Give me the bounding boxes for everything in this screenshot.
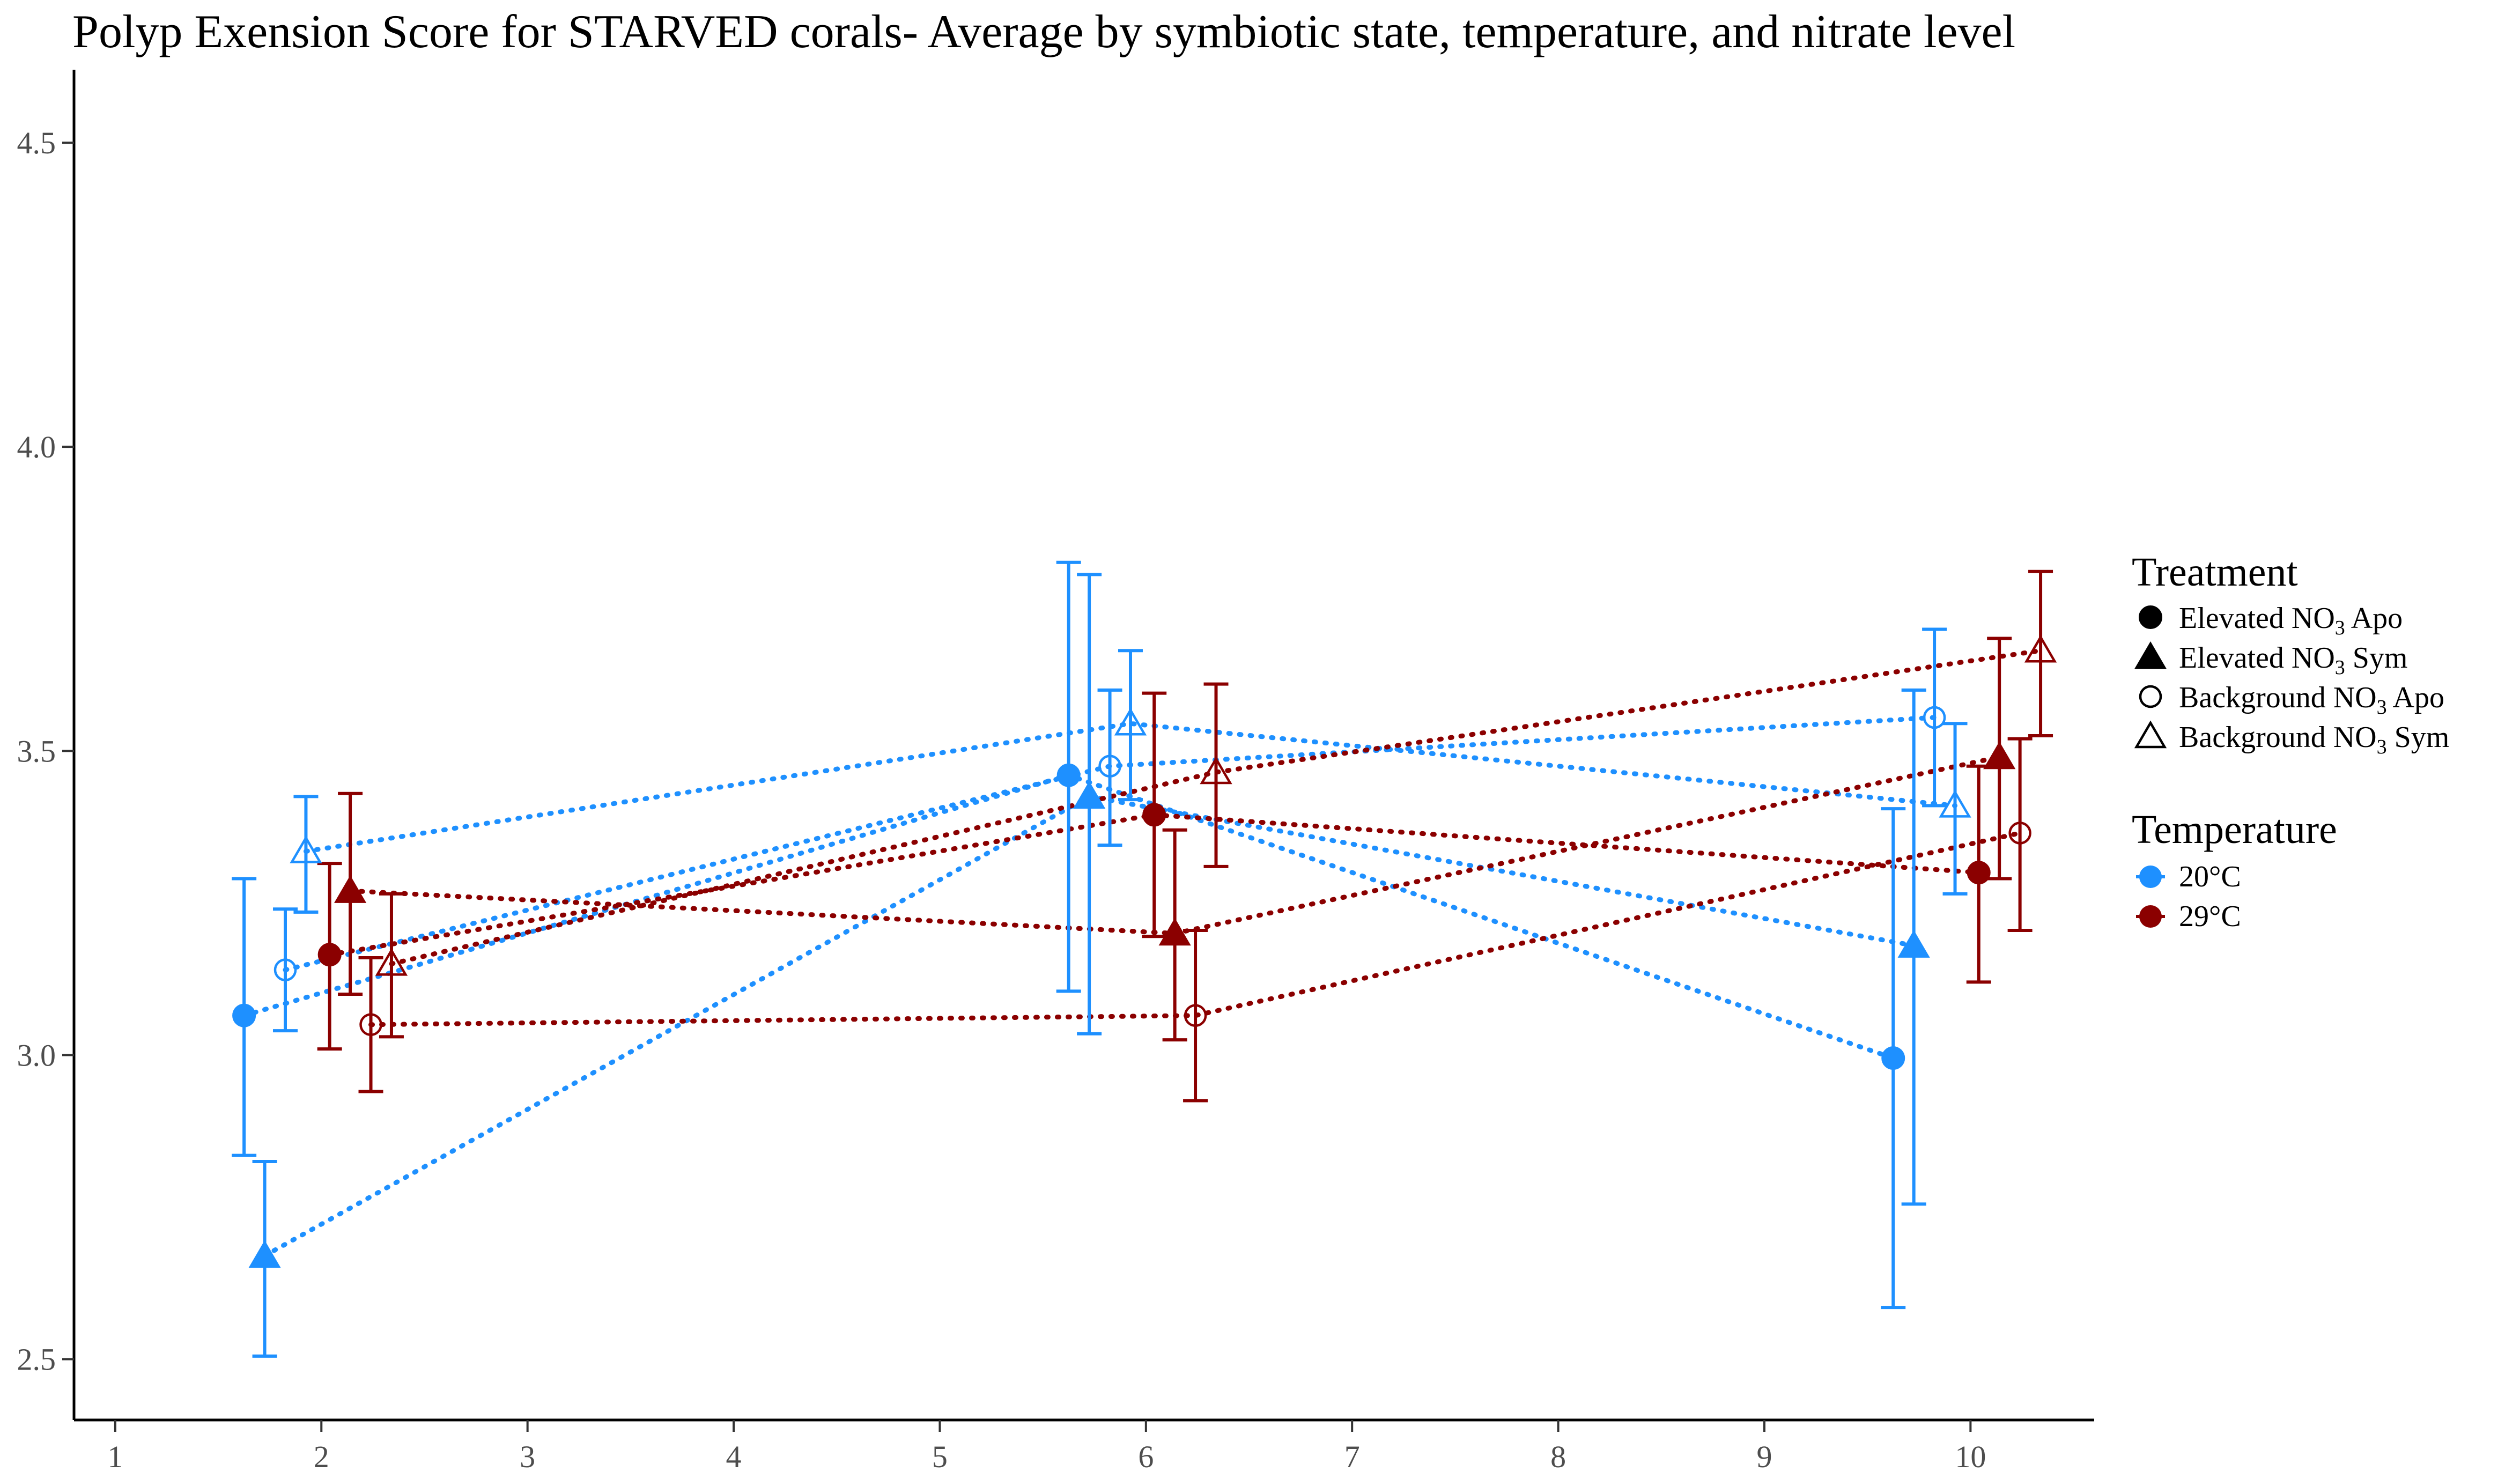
point-background-no3-apo-29c <box>359 1013 382 1036</box>
point-background-no3-sym-20c <box>290 835 322 863</box>
point-background-no3-apo-20c <box>1098 755 1121 778</box>
x-tick-label: 10 <box>1955 1439 1986 1472</box>
legend-treatment-item: Background NO3 Sym <box>2134 720 2449 758</box>
error-bar-background-no3-apo-20c <box>1922 627 1947 808</box>
x-tick-label: 5 <box>932 1439 948 1472</box>
legend-treatment-label: Elevated NO3 Sym <box>2179 641 2407 679</box>
legend-temperature-item: 20°C <box>2136 860 2241 893</box>
point-elevated-no3-apo-29c <box>317 943 342 967</box>
legend-treatment-label: Elevated NO3 Apo <box>2179 602 2403 639</box>
legend-temperature-item: 29°C <box>2136 900 2241 933</box>
point-background-no3-apo-20c <box>274 958 297 981</box>
point-background-no3-apo-20c <box>1923 706 1946 729</box>
chart-title: Polyp Exension Score for STARVED corals-… <box>72 6 2015 58</box>
error-bar-background-no3-sym-20c <box>293 795 319 914</box>
error-bars <box>232 560 2053 1358</box>
point-background-no3-apo-29c <box>2008 822 2031 845</box>
x-tick-label: 3 <box>520 1439 535 1472</box>
error-bar-background-no3-apo-29c <box>2007 737 2033 932</box>
y-axis-ticks: 2.5 3.0 3.5 4.0 4.5 <box>17 125 74 1377</box>
x-tick-label: 1 <box>107 1439 123 1472</box>
legend-treatment-item: Elevated NO3 Sym <box>2134 641 2407 679</box>
point-background-no3-sym-29c <box>2024 634 2057 663</box>
error-bar-background-no3-sym-29c <box>2028 569 2053 737</box>
point-elevated-no3-sym-29c <box>334 875 367 903</box>
point-elevated-no3-sym-20c <box>1073 781 1106 809</box>
legend-treatment-item: Background NO3 Apo <box>2139 681 2444 719</box>
error-bar-background-no3-sym-20c <box>1942 722 1968 896</box>
y-tick-label: 3.5 <box>17 734 56 768</box>
legend-key-circle-filled <box>2139 605 2162 629</box>
error-bar-background-no3-sym-29c <box>379 892 404 1039</box>
x-tick-label: 7 <box>1344 1439 1360 1472</box>
legend-treatment-label: Background NO3 Sym <box>2179 721 2449 758</box>
error-bar-background-no3-apo-29c <box>1183 928 1208 1103</box>
error-bar-background-no3-sym-29c <box>1203 682 1229 868</box>
legend-temperature-items: 20°C 29°C <box>2136 860 2241 933</box>
legend-temperature-label: 20°C <box>2179 860 2241 893</box>
point-elevated-no3-sym-29c <box>1158 918 1191 946</box>
legend-temperature-title: Temperature <box>2132 807 2337 852</box>
legend-key-triangle-open <box>2134 720 2167 749</box>
error-bar-background-no3-sym-20c <box>1118 649 1143 802</box>
x-tick-label: 4 <box>726 1439 742 1472</box>
point-background-no3-sym-20c <box>1939 789 1971 818</box>
legend-key-circle-open <box>2139 685 2162 708</box>
legend-temperature-dot <box>2139 905 2162 928</box>
point-elevated-no3-apo-20c <box>1881 1046 1905 1070</box>
x-tick-label: 9 <box>1756 1439 1772 1472</box>
point-elevated-no3-sym-29c <box>1983 741 2016 770</box>
error-bar-background-no3-apo-20c <box>1097 688 1122 847</box>
x-axis-ticks: 1 2 3 4 5 6 7 8 9 10 <box>107 1420 1986 1472</box>
x-tick-label: 8 <box>1550 1439 1566 1472</box>
y-tick-label: 4.5 <box>17 125 56 160</box>
point-elevated-no3-apo-20c <box>1056 763 1081 787</box>
point-background-no3-sym-29c <box>1200 756 1232 785</box>
legend-temperature-label: 29°C <box>2179 900 2241 933</box>
point-elevated-no3-sym-20c <box>248 1240 281 1268</box>
legend-temperature-dot <box>2139 866 2162 888</box>
y-tick-label: 2.5 <box>17 1342 56 1377</box>
plot-area: 2.5 3.0 3.5 4.0 4.5 1 2 3 4 5 6 7 8 9 10 <box>17 70 2094 1472</box>
point-elevated-no3-apo-29c <box>1967 861 1991 885</box>
point-background-no3-sym-29c <box>375 948 408 976</box>
x-tick-label: 2 <box>314 1439 329 1472</box>
x-tick-label: 6 <box>1138 1439 1154 1472</box>
point-elevated-no3-sym-20c <box>1897 930 1930 958</box>
y-tick-label: 4.0 <box>17 430 56 464</box>
point-elevated-no3-apo-20c <box>232 1003 256 1027</box>
legend-treatment-item: Elevated NO3 Apo <box>2139 602 2403 639</box>
series-lines <box>241 648 2043 1259</box>
legend-treatment-title: Treatment <box>2132 550 2298 595</box>
point-background-no3-apo-29c <box>1184 1004 1207 1027</box>
error-bar-background-no3-apo-29c <box>358 956 383 1093</box>
legend-treatment-label: Background NO3 Apo <box>2179 681 2444 719</box>
data-points <box>232 634 2057 1268</box>
y-tick-label: 3.0 <box>17 1038 56 1072</box>
point-elevated-no3-apo-29c <box>1142 803 1166 827</box>
legend-key-triangle-filled <box>2134 641 2167 669</box>
point-background-no3-sym-20c <box>1114 707 1147 736</box>
error-bar-background-no3-apo-20c <box>272 907 298 1033</box>
